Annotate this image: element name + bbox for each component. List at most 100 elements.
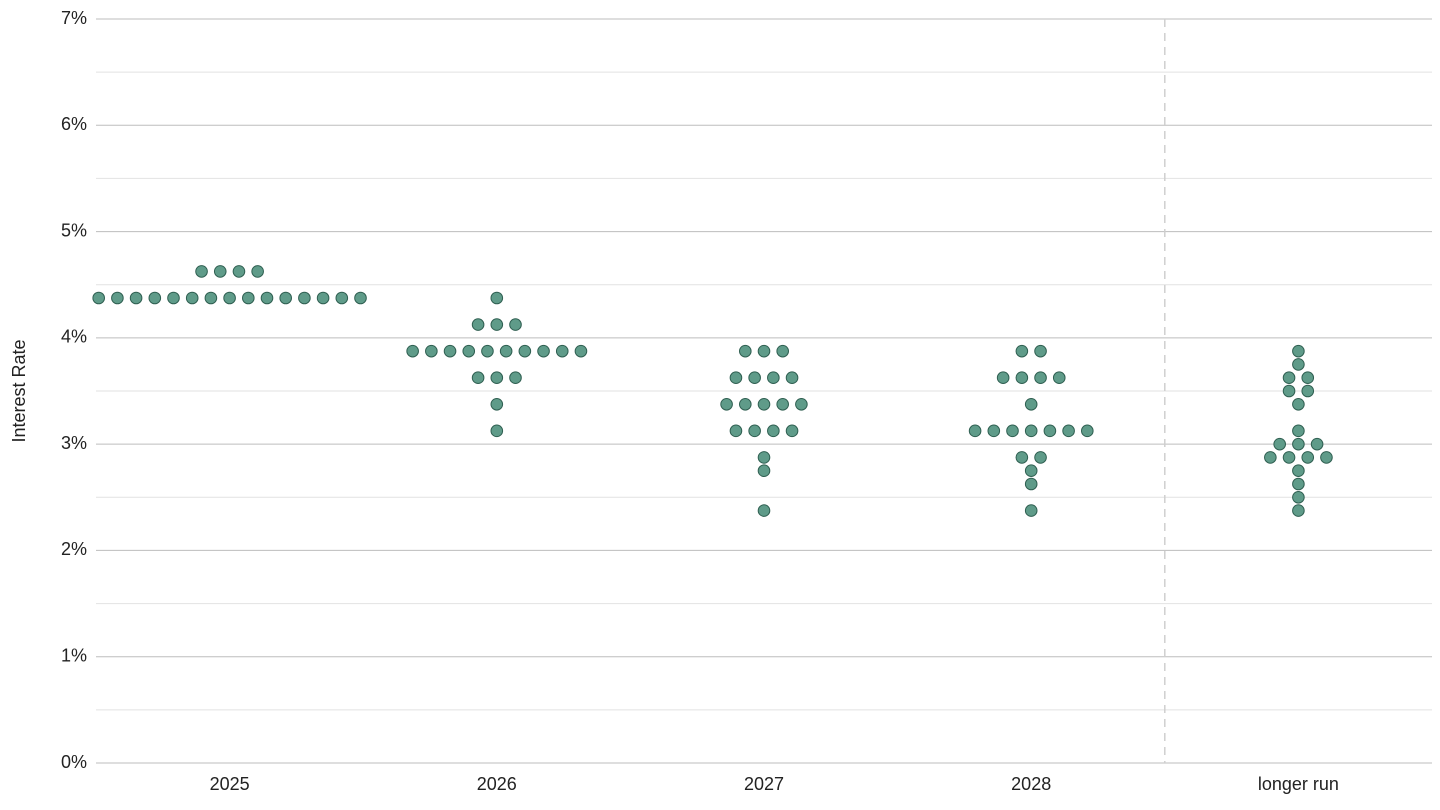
dot	[1062, 424, 1075, 438]
dot	[1024, 477, 1038, 491]
dot	[425, 344, 438, 358]
dot	[574, 344, 588, 358]
dot	[471, 318, 485, 331]
dot	[767, 371, 780, 385]
dot	[1034, 344, 1047, 358]
dot	[195, 265, 208, 278]
dot	[490, 318, 504, 331]
y-tick-label: 7%	[61, 8, 87, 28]
dot	[1292, 464, 1305, 478]
dot	[167, 291, 180, 305]
dot	[298, 291, 311, 305]
dot	[335, 291, 349, 305]
dot	[1320, 451, 1333, 464]
dot	[1081, 424, 1094, 438]
dot	[499, 344, 513, 358]
dot	[1273, 437, 1286, 451]
dot	[242, 291, 255, 305]
dot	[1024, 504, 1038, 517]
dot	[1052, 371, 1066, 385]
dot	[1034, 451, 1047, 464]
x-tick-label: 2026	[477, 774, 517, 794]
dot	[490, 424, 504, 438]
dot	[1015, 451, 1029, 464]
dot	[1043, 424, 1057, 438]
dot	[406, 344, 419, 358]
dot	[232, 265, 246, 278]
dot	[1292, 437, 1305, 451]
dot	[739, 397, 752, 411]
dot	[1264, 451, 1277, 464]
dot	[1301, 451, 1315, 464]
dot	[1292, 490, 1305, 504]
y-axis-label: Interest Rate	[9, 339, 29, 442]
dot	[185, 291, 199, 305]
dot	[316, 291, 330, 305]
dot	[729, 424, 743, 438]
dot	[509, 318, 522, 331]
dot	[757, 464, 771, 478]
dot	[785, 424, 799, 438]
dot	[1301, 371, 1315, 385]
dot	[739, 344, 752, 358]
dot	[1292, 358, 1305, 371]
x-tick-label: 2028	[1011, 774, 1051, 794]
x-tick-label: longer run	[1258, 774, 1339, 794]
dot	[443, 344, 457, 358]
dot	[129, 291, 143, 305]
x-tick-label: 2027	[744, 774, 784, 794]
dot	[1024, 424, 1038, 438]
x-tick-label: 2025	[210, 774, 250, 794]
dot	[354, 291, 367, 305]
dot	[555, 344, 569, 358]
dot	[260, 291, 274, 305]
y-tick-label: 0%	[61, 752, 87, 772]
y-tick-label: 1%	[61, 645, 87, 665]
y-tick-label: 3%	[61, 433, 87, 453]
dot	[1015, 371, 1029, 385]
dot	[968, 424, 982, 438]
dot	[251, 265, 264, 278]
dot	[767, 424, 780, 438]
dot	[1292, 504, 1305, 517]
dot	[1024, 397, 1038, 411]
dot	[213, 265, 227, 278]
dot	[1006, 424, 1019, 438]
dot	[748, 371, 761, 385]
dot	[148, 291, 162, 305]
dot	[1292, 344, 1305, 358]
dot	[92, 291, 105, 305]
dot	[111, 291, 124, 305]
dot	[795, 397, 808, 411]
dot	[785, 371, 799, 385]
dot	[481, 344, 494, 358]
y-tick-label: 4%	[61, 327, 87, 347]
dot	[537, 344, 550, 358]
dot	[1310, 437, 1324, 451]
dot	[279, 291, 293, 305]
y-tick-label: 6%	[61, 114, 87, 134]
dot	[757, 344, 771, 358]
dot	[987, 424, 1001, 438]
dot	[729, 371, 743, 385]
dot	[1282, 451, 1296, 464]
dot	[462, 344, 476, 358]
dot	[509, 371, 522, 385]
dot	[1292, 477, 1305, 491]
dot	[223, 291, 236, 305]
dot	[748, 424, 761, 438]
dot	[1024, 464, 1038, 478]
dot	[518, 344, 532, 358]
dot	[720, 397, 733, 411]
dot	[204, 291, 218, 305]
dot	[776, 344, 790, 358]
y-tick-label: 5%	[61, 220, 87, 240]
dot	[1301, 384, 1315, 398]
dot	[776, 397, 790, 411]
dot	[471, 371, 485, 385]
dot	[996, 371, 1010, 385]
dot	[1292, 424, 1305, 438]
dot	[1282, 384, 1296, 398]
dot	[1015, 344, 1029, 358]
